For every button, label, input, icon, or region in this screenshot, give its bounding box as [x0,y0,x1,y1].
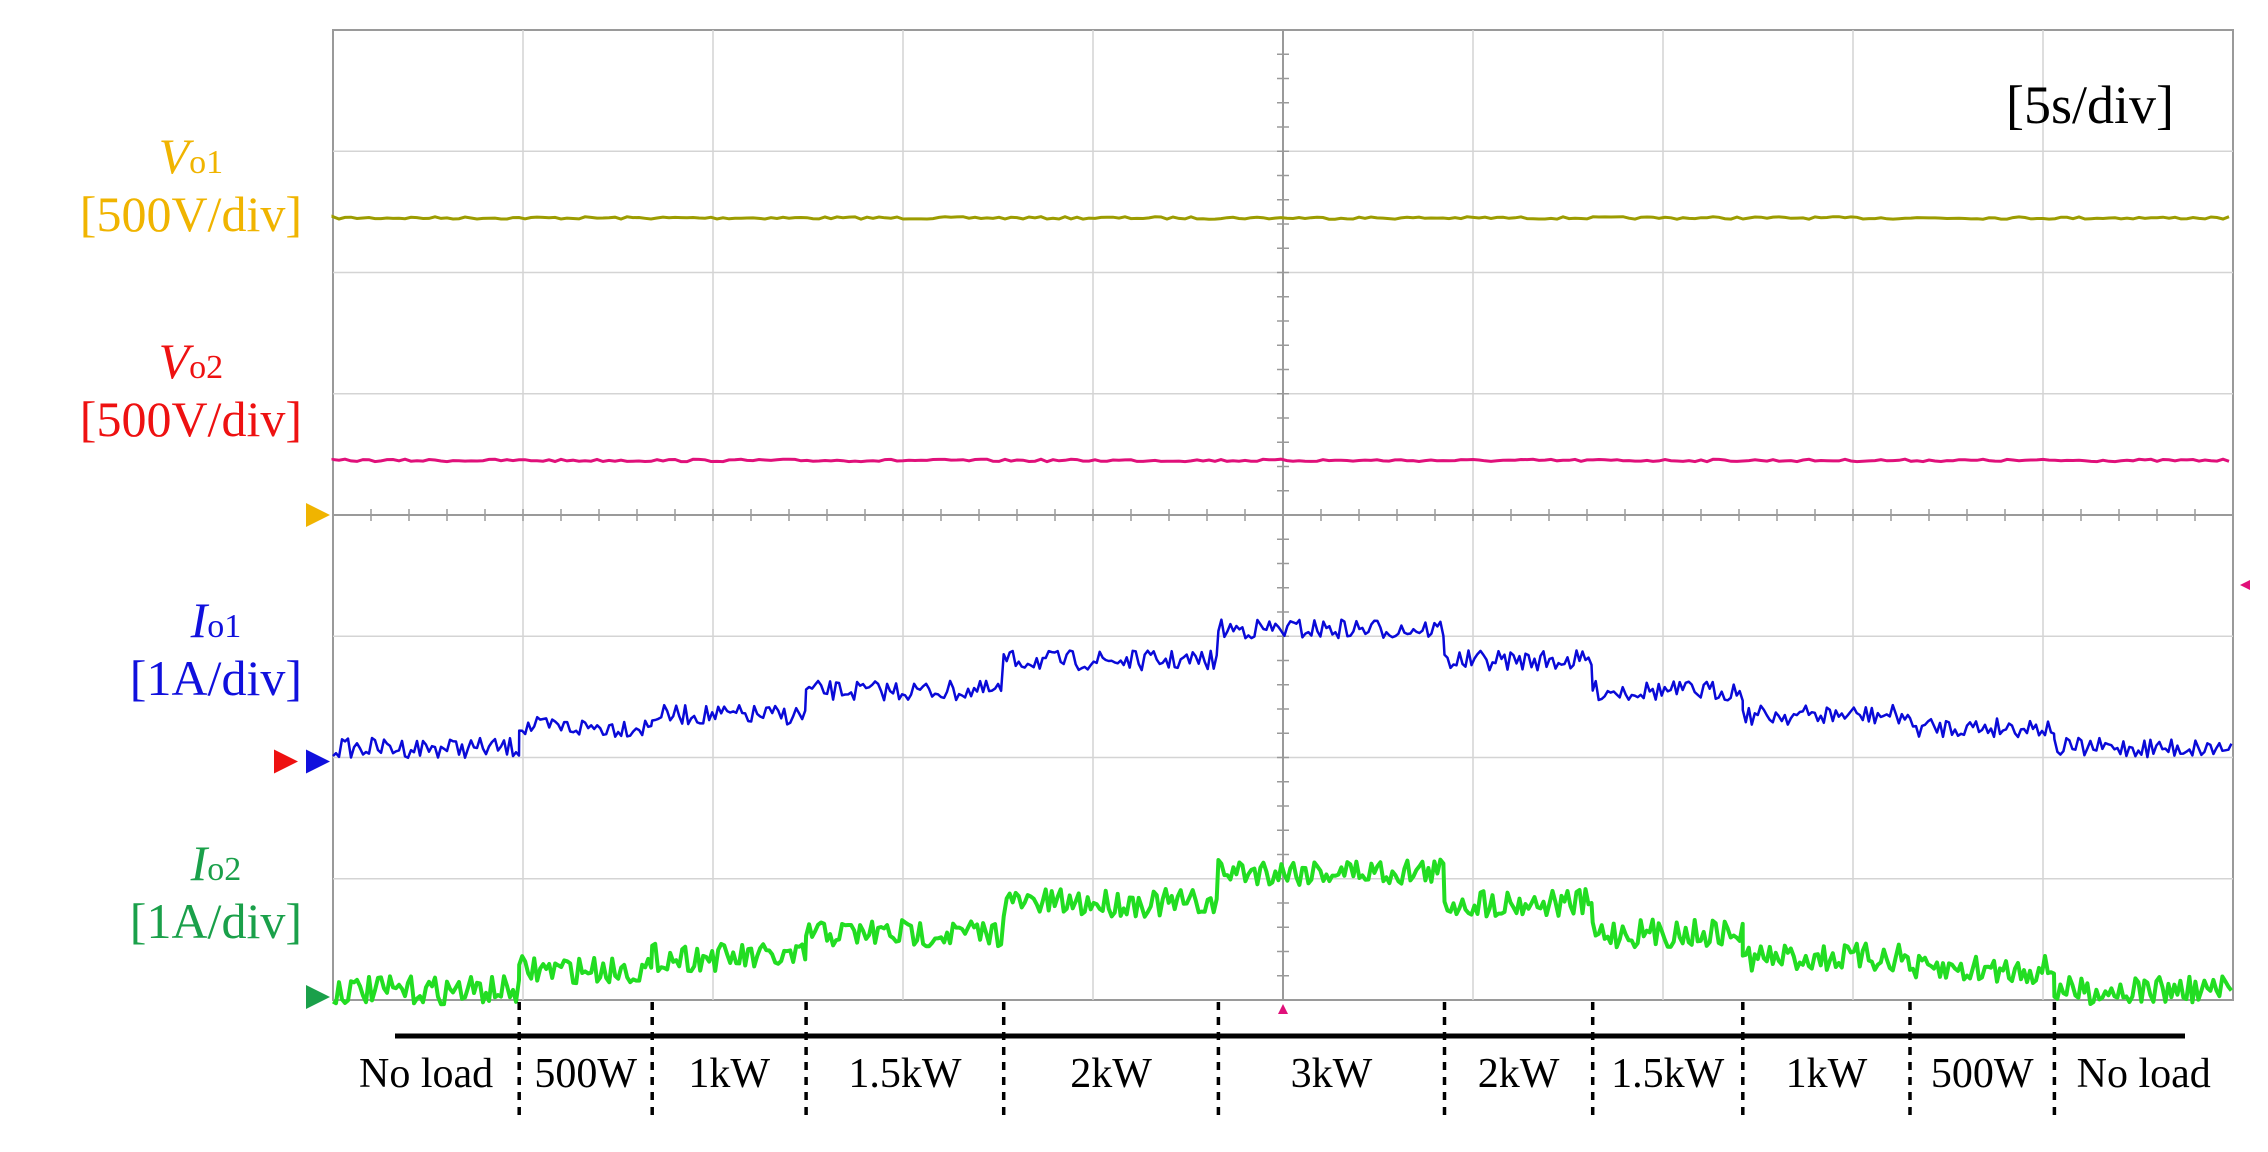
scale: [500V/div] [79,390,302,447]
segment-label: No load [359,1051,494,1097]
segment-label: 1kW [1785,1051,1868,1097]
label-vo2-symbol: Vo2 [80,333,302,391]
label-io2: Io2 [1A/div] [130,835,302,950]
trigger-level-marker [2240,580,2250,590]
segment-label: 1.5kW [1611,1051,1725,1097]
trace-vo2 [331,457,2230,464]
segment-label: 1.5kW [848,1051,962,1097]
segment-label: 3kW [1290,1051,1373,1097]
trace-vo1 [331,214,2230,221]
traces [331,214,2233,1007]
subscript: o2 [189,349,224,386]
subscript: o1 [207,608,242,645]
graticule-grid [332,29,2234,1001]
symbol: V [158,128,190,184]
load-timeline [395,1002,2185,1122]
segment-label: 500W [534,1051,638,1097]
label-vo1-symbol: Vo1 [80,128,302,186]
label-io2-symbol: Io2 [130,835,302,893]
segment-label: 500W [1930,1051,2034,1097]
segment-label: 2kW [1070,1051,1152,1097]
label-vo1: Vo1 [500V/div] [80,128,302,243]
symbol: V [158,333,190,389]
segment-label: 1kW [688,1051,770,1097]
symbol: I [190,835,208,891]
label-io1-symbol: Io1 [130,592,302,650]
channel-markers [274,503,2250,1014]
io1-ground-marker [306,749,330,774]
scale: [1A/div] [129,892,302,949]
vo2-ground-marker [274,749,298,774]
trace-io1 [332,618,2233,760]
timebase-label: [5s/div] [2006,75,2174,135]
trigger-marker [1278,1004,1288,1014]
segment-label: No load [2076,1051,2211,1097]
trace-io2 [332,857,2233,1007]
scale: [1A/div] [129,649,302,706]
io2-ground-marker [306,985,330,1009]
subscript: o2 [207,851,242,888]
label-vo2: Vo2 [500V/div] [80,333,302,448]
label-io1: Io1 [1A/div] [130,592,302,707]
symbol: I [190,592,208,648]
vo1-ground-marker [306,503,330,527]
subscript: o1 [189,144,224,181]
segment-label: 2kW [1477,1051,1560,1097]
scale: [500V/div] [79,185,302,242]
